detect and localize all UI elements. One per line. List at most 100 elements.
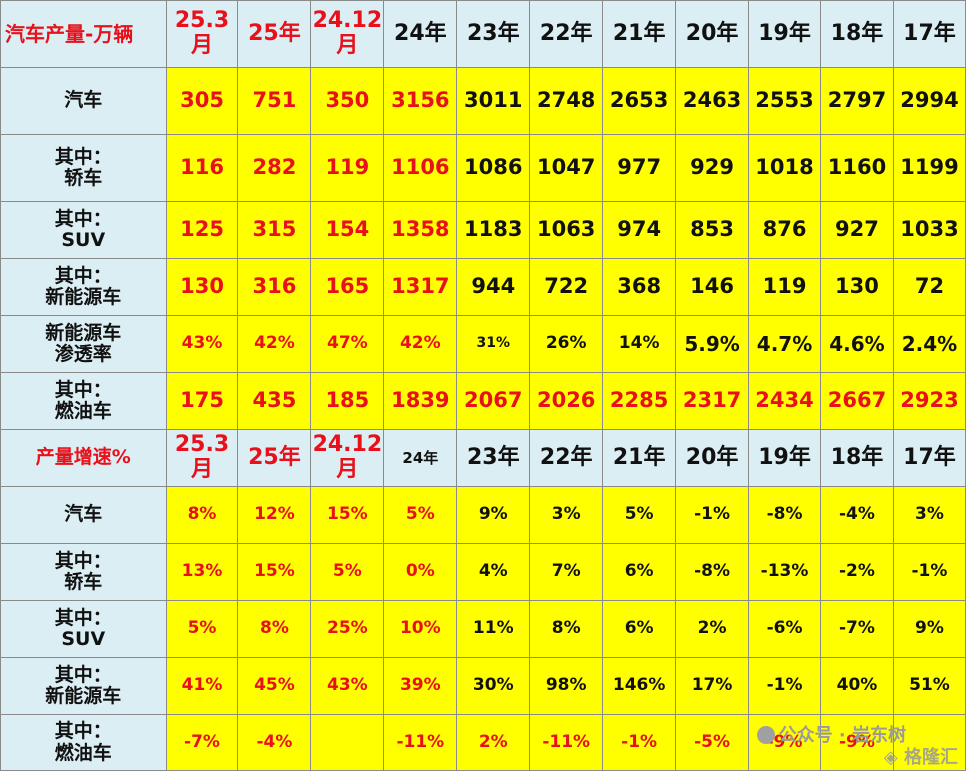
table-cell: 41% <box>165 657 239 715</box>
table-cell: 26% <box>529 315 604 373</box>
table-cell: 72 <box>892 258 966 316</box>
col-header-2412: 24.12 月 <box>310 0 385 68</box>
table-cell: 40% <box>820 657 894 715</box>
table-cell: 13% <box>165 543 239 601</box>
table-cell: 6% <box>602 543 677 601</box>
table-row: 其中： 燃油车 -7% -4% -11% 2% -11% -1% -5% -9%… <box>0 714 966 771</box>
table-cell: 130 <box>165 258 239 316</box>
col-header-23: 23年 <box>456 429 531 487</box>
table-row: 其中： 轿车 13% 15% 5% 0% 4% 7% 6% -8% -13% -… <box>0 543 966 601</box>
table-cell: -1% <box>748 657 821 715</box>
col-header-18: 18年 <box>820 0 894 68</box>
table-cell: 977 <box>602 134 677 202</box>
table-cell: 1358 <box>383 201 458 259</box>
table-cell: 9% <box>892 600 966 658</box>
table-row: 其中： 新能源车 41% 45% 43% 39% 30% 98% 146% 17… <box>0 657 966 715</box>
table-cell: 1033 <box>892 201 966 259</box>
table-cell <box>892 714 966 771</box>
table-cell: -4% <box>237 714 312 771</box>
table-cell: 1199 <box>892 134 966 202</box>
table-cell: 0% <box>383 543 458 601</box>
table-cell: 876 <box>748 201 821 259</box>
table-cell: 2994 <box>892 67 966 135</box>
table-cell: 1086 <box>456 134 531 202</box>
col-header-21: 21年 <box>602 429 677 487</box>
table-cell: 1160 <box>820 134 894 202</box>
table-row: 其中： SUV 125 315 154 1358 1183 1063 974 8… <box>0 201 966 259</box>
table-cell: 1047 <box>529 134 604 202</box>
table-row: 其中： SUV 5% 8% 25% 10% 11% 8% 6% 2% -6% -… <box>0 600 966 658</box>
row-label: 汽车 <box>0 486 167 544</box>
table-cell: 39% <box>383 657 458 715</box>
row-label: 新能源车 渗透率 <box>0 315 167 373</box>
col-header-17: 17年 <box>892 0 966 68</box>
growth-header-row: 产量增速% 25.3 月 25年 24.12 月 24年 23年 22年 21年… <box>0 429 966 487</box>
table-cell: 8% <box>237 600 312 658</box>
table-cell: -1% <box>892 543 966 601</box>
table-cell: 4% <box>456 543 531 601</box>
table-cell: 175 <box>165 372 239 430</box>
col-header-25: 25年 <box>237 0 312 68</box>
table-cell: 15% <box>237 543 312 601</box>
table-cell: 51% <box>892 657 966 715</box>
table-cell: 5% <box>602 486 677 544</box>
row-label: 其中： 新能源车 <box>0 657 167 715</box>
table-cell: 125 <box>165 201 239 259</box>
table-cell: 3011 <box>456 67 531 135</box>
table-cell: 31% <box>456 315 531 373</box>
row-label: 其中： 燃油车 <box>0 372 167 430</box>
table-row: 其中： 轿车 116 282 119 1106 1086 1047 977 92… <box>0 134 966 202</box>
table-cell: 1106 <box>383 134 458 202</box>
col-header-19: 19年 <box>748 0 821 68</box>
row-label: 其中： 轿车 <box>0 134 167 202</box>
table-cell: 8% <box>165 486 239 544</box>
table-cell: -7% <box>820 600 894 658</box>
table-cell: 185 <box>310 372 385 430</box>
table-cell: 10% <box>383 600 458 658</box>
growth-title: 产量增速% <box>0 429 167 487</box>
table-cell: 2285 <box>602 372 677 430</box>
table-cell: 944 <box>456 258 531 316</box>
table-cell: 8% <box>529 600 604 658</box>
table-cell: -9% <box>820 714 894 771</box>
table-cell: 119 <box>748 258 821 316</box>
wechat-logo-icon <box>756 726 775 744</box>
table-cell: 119 <box>310 134 385 202</box>
table-cell: 42% <box>383 315 458 373</box>
table-cell: 5% <box>310 543 385 601</box>
table-cell: 165 <box>310 258 385 316</box>
table-cell: 130 <box>820 258 894 316</box>
table-cell: 368 <box>602 258 677 316</box>
table-cell: 15% <box>310 486 385 544</box>
table-cell: 1317 <box>383 258 458 316</box>
col-header-2503: 25.3 月 <box>165 429 239 487</box>
table-cell <box>310 714 385 771</box>
table-row: 汽车 305 751 350 3156 3011 2748 2653 2463 … <box>0 67 966 135</box>
table-cell: -11% <box>529 714 604 771</box>
row-label: 其中： 轿车 <box>0 543 167 601</box>
table-cell: 6% <box>602 600 677 658</box>
table-cell: 43% <box>165 315 239 373</box>
table-cell: 11% <box>456 600 531 658</box>
table-cell: 2797 <box>820 67 894 135</box>
table-cell: 45% <box>237 657 312 715</box>
row-label: 其中： 新能源车 <box>0 258 167 316</box>
table-row: 其中： 新能源车 130 316 165 1317 944 722 368 14… <box>0 258 966 316</box>
col-header-20: 20年 <box>675 0 750 68</box>
table-cell: 12% <box>237 486 312 544</box>
table-cell: -2% <box>820 543 894 601</box>
table-cell: 1839 <box>383 372 458 430</box>
table-cell: 1063 <box>529 201 604 259</box>
table-cell: -6% <box>748 600 821 658</box>
table-cell: 146% <box>602 657 677 715</box>
table-cell: 4.6% <box>820 315 894 373</box>
col-header-24: 24年 <box>383 0 458 68</box>
table-cell: -5% <box>675 714 750 771</box>
col-header-20: 20年 <box>675 429 750 487</box>
table-cell: 2748 <box>529 67 604 135</box>
table-cell: 305 <box>165 67 239 135</box>
table-cell: 3% <box>892 486 966 544</box>
table-cell: 3% <box>529 486 604 544</box>
table-cell: 2067 <box>456 372 531 430</box>
